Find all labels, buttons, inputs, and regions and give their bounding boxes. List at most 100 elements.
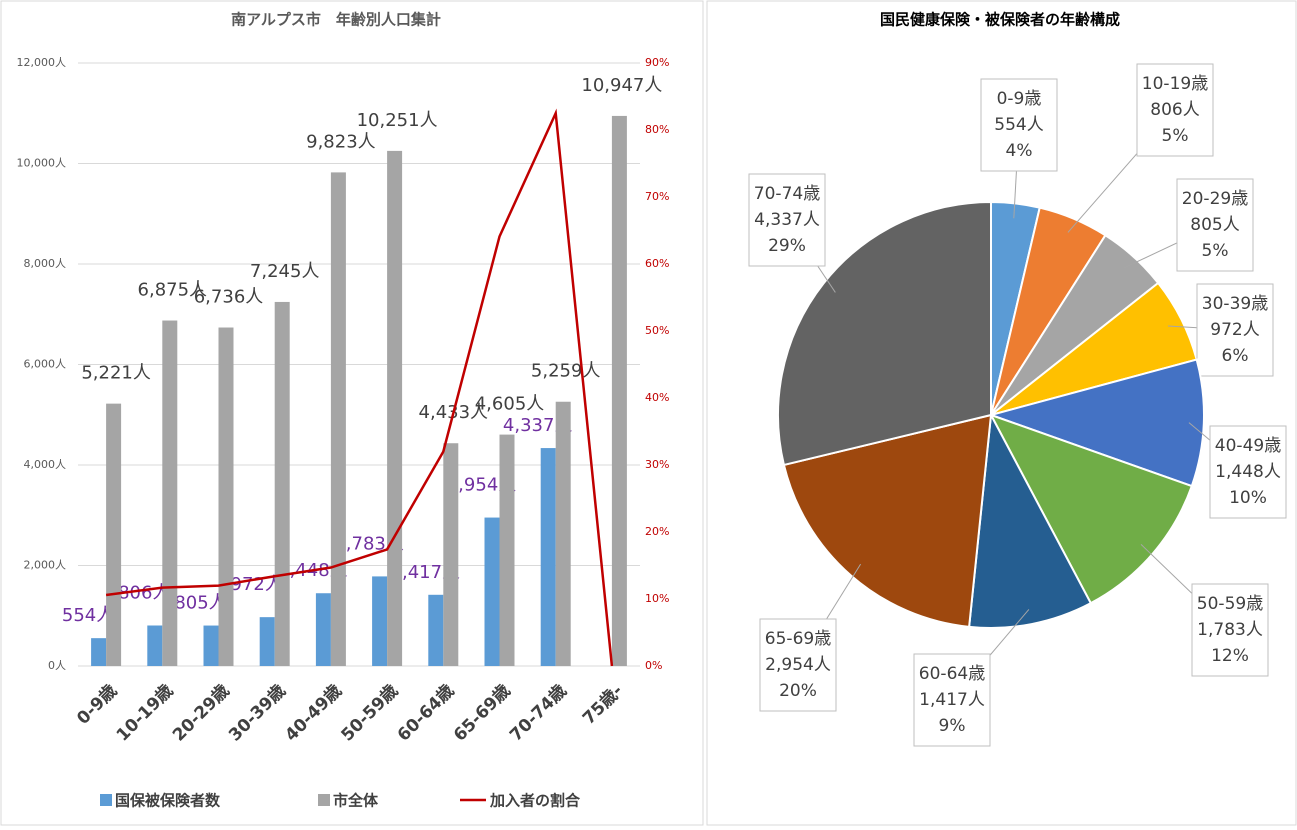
bar (218, 327, 234, 666)
pie-percent: 20% (779, 681, 817, 701)
y2-tick-label: 80% (645, 123, 669, 136)
bar (372, 576, 388, 666)
pie-value: 1,783人 (1197, 620, 1263, 640)
pie-value: 805人 (1190, 215, 1239, 235)
data-label: 6,875人 (138, 280, 208, 301)
y-tick-label: 6,000人 (24, 358, 67, 371)
bar (330, 172, 346, 666)
bar (443, 443, 459, 666)
pie-category: 70-74歳 (754, 184, 820, 204)
pie-value: 554人 (994, 115, 1043, 135)
pie-value: 2,954人 (765, 655, 831, 675)
pie-category: 30-39歳 (1202, 294, 1268, 314)
data-label: 2,954人 (447, 475, 517, 496)
chart-title: 南アルプス市 年齢別人口集計 (231, 11, 441, 29)
pie-category: 0-9歳 (997, 89, 1042, 109)
data-label: 1,417人 (391, 562, 461, 583)
y-tick-label: 4,000人 (24, 458, 67, 471)
y-tick-label: 12,000人 (17, 56, 67, 69)
pie-slice (782, 413, 993, 628)
y-tick-label: 10,000人 (17, 157, 67, 170)
bar (555, 401, 571, 666)
data-label: 5,259人 (531, 361, 601, 382)
pie-percent: 12% (1211, 646, 1249, 666)
pie-slice (777, 200, 992, 467)
bar (611, 115, 627, 666)
label-box (980, 78, 1058, 172)
y2-tick-label: 30% (645, 458, 669, 471)
data-label: 7,245人 (250, 261, 320, 282)
bar (315, 593, 331, 666)
legend-swatch (100, 794, 112, 806)
bar (91, 638, 107, 666)
chart-title: 国民健康保険・被保険者の年齢構成 (880, 11, 1120, 29)
line-series (105, 108, 614, 667)
y2-tick-label: 60% (645, 257, 669, 270)
y2-tick-label: 10% (645, 592, 669, 605)
y-tick-label: 0人 (48, 659, 66, 672)
pie-percent: 5% (1202, 241, 1229, 261)
legend-label: 加入者の割合 (489, 792, 581, 810)
data-label: 554人 (62, 605, 114, 626)
pie-value: 4,337人 (754, 210, 820, 230)
pie-category: 65-69歳 (765, 629, 831, 649)
pie-percent: 5% (1162, 126, 1189, 146)
y2-tick-label: 0% (645, 659, 662, 672)
legend-label: 国保被保険者数 (115, 792, 221, 810)
bar (274, 301, 290, 666)
pie-category: 20-29歳 (1182, 189, 1248, 209)
pie-slice (988, 413, 1194, 605)
pie-percent: 6% (1222, 346, 1249, 366)
pie-slice (968, 411, 1093, 629)
bar (387, 150, 403, 666)
pie-value: 1,417人 (919, 690, 985, 710)
bar (259, 617, 275, 666)
bar (106, 403, 122, 666)
bar (147, 625, 163, 666)
data-label: 805人 (174, 593, 226, 614)
label-box (1136, 63, 1214, 157)
pie-category: 40-49歳 (1215, 436, 1281, 456)
label-box (1191, 583, 1269, 677)
data-label: 9,823人 (306, 131, 376, 152)
pie-value: 1,448人 (1215, 462, 1281, 482)
label-box (748, 173, 826, 267)
label-box (1209, 425, 1287, 519)
bar (484, 517, 500, 666)
label-box (1196, 283, 1274, 377)
label-box (1176, 178, 1254, 272)
pie-category: 60-64歳 (919, 664, 985, 684)
pie-percent: 10% (1229, 488, 1267, 508)
data-label: 972人 (231, 574, 283, 595)
y-tick-label: 2,000人 (24, 559, 67, 572)
pie-category: 10-19歳 (1142, 74, 1208, 94)
pie-slice (987, 358, 1205, 488)
data-label: 4,337人 (503, 415, 573, 436)
data-label: 6,736人 (194, 287, 264, 308)
bar (428, 594, 444, 666)
y2-tick-label: 20% (645, 525, 669, 538)
data-label: 5,221人 (81, 363, 151, 384)
bar (499, 434, 515, 666)
bar (162, 320, 178, 666)
y2-tick-label: 40% (645, 391, 669, 404)
legend-swatch (318, 794, 330, 806)
pie-percent: 4% (1006, 141, 1033, 161)
legend-label: 市全体 (333, 792, 379, 810)
pie-value: 806人 (1150, 100, 1199, 120)
y-tick-label: 8,000人 (24, 257, 67, 270)
label-box (913, 653, 991, 747)
bar (540, 448, 556, 666)
data-label: 10,251人 (357, 110, 438, 131)
pie-category: 50-59歳 (1197, 594, 1263, 614)
pie-percent: 29% (768, 236, 806, 256)
label-box (759, 618, 837, 712)
data-label: 4,605人 (475, 394, 545, 415)
bar (203, 625, 219, 666)
pie-value: 972人 (1210, 320, 1259, 340)
y2-tick-label: 70% (645, 190, 669, 203)
y2-tick-label: 90% (645, 56, 669, 69)
data-label: 10,947人 (581, 75, 662, 96)
